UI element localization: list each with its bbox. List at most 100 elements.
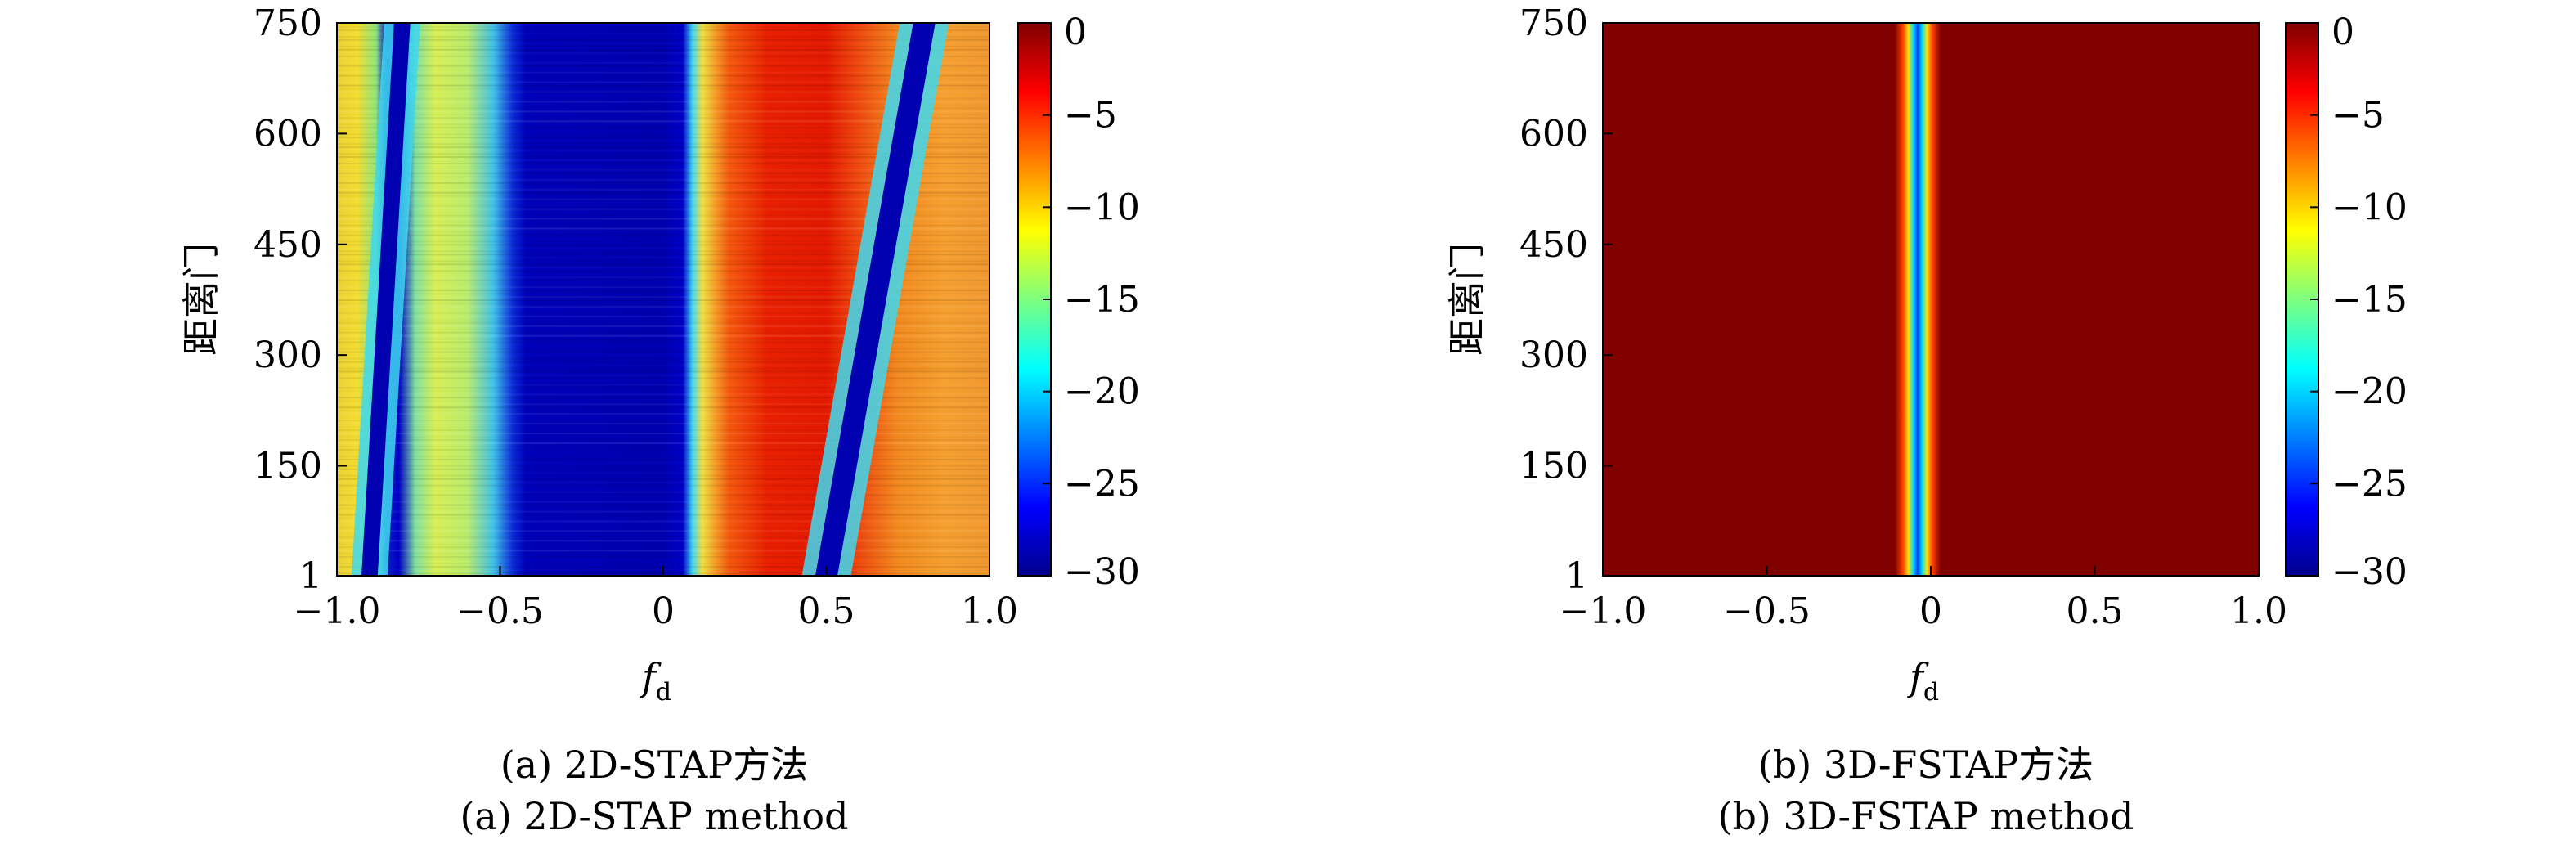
range-stripe bbox=[337, 55, 990, 57]
x-tick-label: 0.5 bbox=[2067, 590, 2124, 632]
range-stripe bbox=[337, 38, 990, 41]
range-stripe bbox=[337, 563, 990, 565]
range-stripe bbox=[337, 517, 990, 519]
range-stripe bbox=[337, 65, 990, 67]
y-tick-label: 600 bbox=[1519, 113, 1588, 155]
y-tick-label: 450 bbox=[254, 224, 322, 266]
range-stripe bbox=[337, 458, 990, 460]
range-stripe bbox=[337, 74, 990, 77]
y-axis-label: 距离门 bbox=[1445, 243, 1489, 356]
chart-panel-b: −1.0 −0.5 0 0.5 1.0 1 150 300 450 600 750 fd 距离门 0 −5 −… bbox=[1288, 0, 2576, 853]
range-stripe bbox=[337, 45, 990, 47]
colorbar-tick-label: 0 bbox=[2331, 11, 2354, 53]
range-stripe bbox=[337, 172, 990, 174]
range-stripe bbox=[337, 52, 990, 54]
y-tick-label: 1 bbox=[299, 555, 322, 597]
range-stripe bbox=[337, 355, 990, 357]
x-tick-label: 0.5 bbox=[798, 590, 855, 632]
range-stripe bbox=[337, 331, 990, 334]
range-stripe bbox=[337, 540, 990, 542]
range-stripe bbox=[337, 270, 990, 272]
range-stripe bbox=[337, 446, 990, 447]
range-stripe bbox=[337, 448, 990, 451]
range-stripe bbox=[337, 442, 990, 444]
range-stripe bbox=[337, 510, 990, 513]
range-stripe bbox=[337, 48, 990, 51]
range-stripe bbox=[337, 146, 990, 149]
range-stripe bbox=[337, 429, 990, 432]
range-stripe bbox=[337, 29, 990, 31]
range-stripe bbox=[337, 156, 990, 159]
range-stripe bbox=[337, 426, 990, 428]
range-stripe bbox=[337, 438, 990, 441]
range-stripe bbox=[337, 218, 990, 220]
colorbar-tick-label: −10 bbox=[2331, 186, 2408, 228]
range-stripe bbox=[337, 254, 990, 256]
colorbar-tick-label: −20 bbox=[2331, 371, 2408, 413]
range-stripe bbox=[337, 127, 990, 129]
x-tick-label: −1.0 bbox=[1560, 590, 1647, 632]
range-stripe bbox=[337, 420, 990, 422]
x-axis-label: fd bbox=[640, 655, 671, 707]
range-stripe bbox=[337, 260, 990, 263]
range-stripe bbox=[337, 361, 990, 363]
range-stripe bbox=[337, 472, 990, 474]
range-stripe bbox=[337, 168, 990, 171]
range-stripe bbox=[337, 227, 990, 230]
range-stripe bbox=[337, 137, 990, 139]
x-tick-label: 1.0 bbox=[2230, 590, 2287, 632]
y-tick-label: 150 bbox=[1519, 446, 1588, 487]
range-stripe bbox=[337, 290, 990, 292]
range-stripe bbox=[337, 305, 990, 308]
x-tick-label: 1.0 bbox=[961, 590, 1018, 632]
range-stripe bbox=[337, 71, 990, 74]
y-tick-label: 600 bbox=[254, 113, 322, 155]
range-stripe bbox=[337, 61, 990, 64]
x-tick-label: −1.0 bbox=[294, 590, 381, 632]
range-stripe bbox=[337, 397, 990, 399]
range-stripe bbox=[337, 390, 990, 392]
range-stripe bbox=[337, 520, 990, 523]
range-stripe bbox=[337, 250, 990, 253]
range-stripe bbox=[337, 198, 990, 200]
range-stripe bbox=[337, 433, 990, 435]
range-stripe bbox=[337, 117, 990, 119]
range-stripe bbox=[337, 214, 990, 217]
range-stripe bbox=[337, 101, 990, 103]
range-stripe bbox=[337, 550, 990, 552]
range-stripe bbox=[337, 286, 990, 289]
x-tick-label: 0 bbox=[652, 590, 675, 632]
range-stripe bbox=[337, 263, 990, 266]
colorbar-tick-label: −15 bbox=[1064, 279, 1140, 321]
range-stripe bbox=[337, 536, 990, 539]
range-stripe bbox=[337, 162, 990, 164]
range-stripe bbox=[337, 462, 990, 464]
range-stripe bbox=[337, 182, 990, 184]
range-stripe bbox=[337, 507, 990, 509]
range-stripe bbox=[337, 240, 990, 243]
colorbar-tick-label: −25 bbox=[1064, 463, 1140, 505]
range-stripe bbox=[337, 107, 990, 110]
range-stripe bbox=[337, 543, 990, 545]
heatmap-field bbox=[337, 23, 990, 576]
heatmap-chart-a: −1.0 −0.5 0 0.5 1.0 1 150 300 450 600 750 fd 距离门 0 −5 −… bbox=[179, 2, 1140, 707]
y-tick-label: 300 bbox=[254, 334, 322, 376]
range-stripe bbox=[337, 315, 990, 317]
range-stripe bbox=[337, 478, 990, 480]
colorbar-tick-label: −10 bbox=[1064, 186, 1140, 228]
range-stripe bbox=[337, 153, 990, 155]
range-stripe bbox=[337, 97, 990, 100]
caption-zh-a: (a) 2D-STAP方法 bbox=[500, 743, 809, 787]
range-stripe bbox=[337, 374, 990, 375]
range-stripe bbox=[337, 498, 990, 500]
range-stripe bbox=[337, 357, 990, 360]
range-stripe bbox=[337, 143, 990, 146]
range-stripe bbox=[337, 482, 990, 483]
x-tick-label: 0 bbox=[1919, 590, 1942, 632]
clutter-ridge bbox=[815, 23, 936, 576]
range-stripe bbox=[337, 367, 990, 370]
range-stripe bbox=[337, 491, 990, 493]
range-stripe bbox=[337, 204, 990, 207]
range-stripe bbox=[337, 133, 990, 136]
range-stripe bbox=[337, 120, 990, 123]
